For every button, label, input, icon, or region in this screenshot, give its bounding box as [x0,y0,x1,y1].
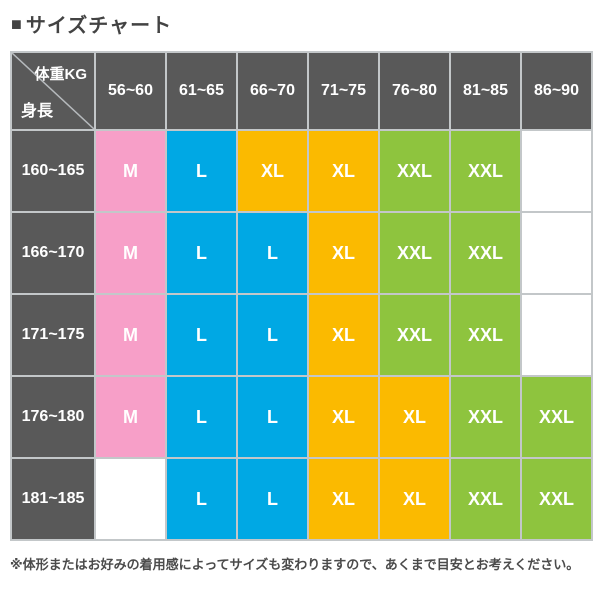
size-cell: XL [236,129,309,213]
size-cell: L [165,375,238,459]
row-header: 176~180 [10,375,96,459]
size-cell: M [94,375,167,459]
size-cell: XXL [449,293,522,377]
row-header: 166~170 [10,211,96,295]
footnote: ※体形またはお好みの着用感によってサイズも変わりますので、あくまで目安とお考えく… [10,557,580,572]
size-cell: XXL [449,457,522,541]
size-cell: XL [307,293,380,377]
size-cell: L [165,293,238,377]
column-header: 56~60 [94,51,167,131]
size-cell: XXL [520,457,593,541]
row-header: 171~175 [10,293,96,377]
size-cell: XL [378,457,451,541]
size-cell: XL [378,375,451,459]
empty-cell [520,211,593,295]
table-row: 181~185 L L XL XL XXL XXL [10,457,593,541]
row-header: 160~165 [10,129,96,213]
size-cell: M [94,211,167,295]
empty-cell [520,129,593,213]
corner-cell: 体重KG 身長 [10,51,96,131]
column-header: 86~90 [520,51,593,131]
size-cell: L [236,457,309,541]
table-row: 160~165 M L XL XL XXL XXL [10,129,593,213]
size-cell: XL [307,375,380,459]
column-header: 71~75 [307,51,380,131]
size-cell: M [94,129,167,213]
size-cell: XL [307,129,380,213]
size-cell: L [165,211,238,295]
table-row: 166~170 M L L XL XXL XXL [10,211,593,295]
size-chart-table: 体重KG 身長 56~60 61~65 66~70 71~75 76~80 81~85 86… [10,51,593,541]
weight-axis-label: 体重KG [34,66,87,83]
empty-cell [520,293,593,377]
diagonal-line [12,53,94,129]
size-cell: M [94,293,167,377]
size-cell: XXL [378,293,451,377]
column-header: 76~80 [378,51,451,131]
size-cell: XL [307,211,380,295]
size-cell: L [236,375,309,459]
header-row: 体重KG 身長 56~60 61~65 66~70 71~75 76~80 81~85 86… [10,51,593,131]
size-cell: XXL [449,375,522,459]
row-header: 181~185 [10,457,96,541]
size-cell: XXL [449,129,522,213]
column-header: 61~65 [165,51,238,131]
size-cell: XXL [378,211,451,295]
size-cell: L [236,211,309,295]
height-axis-label: 身長 [21,103,54,120]
size-cell: L [165,457,238,541]
size-cell: XXL [449,211,522,295]
title-bullet-icon: ■ [11,13,23,34]
column-header: 81~85 [449,51,522,131]
size-cell: L [236,293,309,377]
page-title-text: サイズチャート [25,15,173,37]
table-row: 171~175 M L L XL XXL XXL [10,293,593,377]
page-title: ■ サイズチャート [11,9,600,38]
empty-cell [94,457,167,541]
table-row: 176~180 M L L XL XL XXL XXL [10,375,593,459]
size-cell: L [165,129,238,213]
column-header: 66~70 [236,51,309,131]
size-cell: XXL [378,129,451,213]
size-cell: XXL [520,375,593,459]
size-cell: XL [307,457,380,541]
